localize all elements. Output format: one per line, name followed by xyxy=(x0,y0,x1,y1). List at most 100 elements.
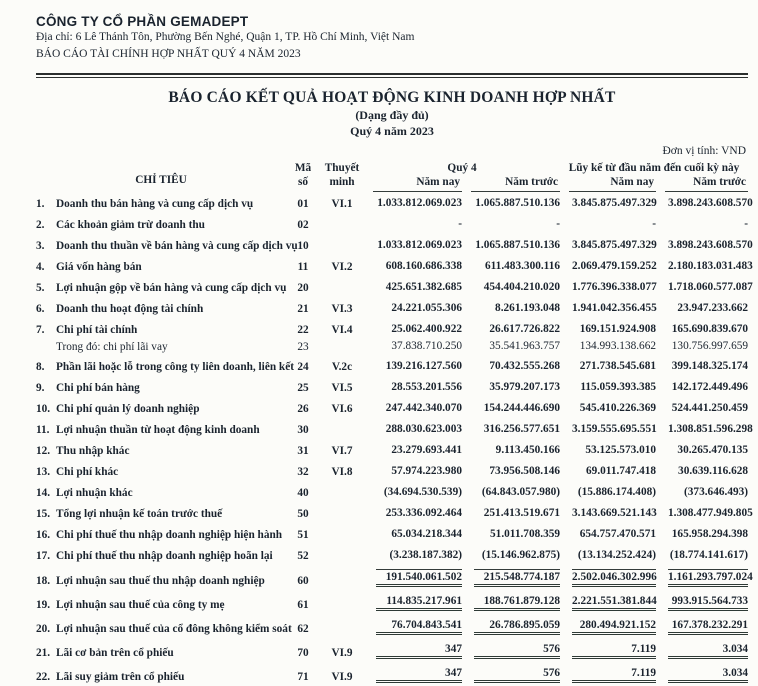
value-cell-ytd-now: 7.119 xyxy=(560,638,657,662)
row-label-cell: 1. Doanh thu bán hàng và cung cấp dịch vụ xyxy=(36,192,286,213)
row-label: Lãi cơ bản trên cổ phiếu xyxy=(56,646,174,659)
value-cell-ytd-prior: 130.756.997.659 xyxy=(656,339,748,355)
row-label: Trong đó: chi phí lãi vay xyxy=(56,340,168,353)
row-code: 62 xyxy=(297,622,309,635)
value-cell-ytd-now: 69.011.747.418 xyxy=(560,460,656,481)
row-note xyxy=(320,339,364,355)
row-value: (64.843.057.980) xyxy=(481,485,561,498)
row-label-cell: 6. Doanh thu hoạt động tài chính xyxy=(36,297,286,318)
row-note xyxy=(320,418,364,439)
value-cell-q4-now: 57.974.223.980 xyxy=(364,460,462,481)
header-q4-prior: Năm trước xyxy=(462,175,561,192)
value-cell-q4-now: 288.030.623.003 xyxy=(364,418,462,439)
row-value: 1.161.293.797.024 xyxy=(668,568,753,587)
row-label: Phần lãi hoặc lỗ trong công ty liên doan… xyxy=(56,360,294,373)
row-value: 2.180.183.031.483 xyxy=(668,259,753,272)
table-row: 5. Lợi nhuận gộp về bán hàng và cung cấp … xyxy=(36,276,753,297)
table-row: 11. Lợi nhuận thuần từ hoạt động kinh doa… xyxy=(36,418,753,439)
row-number: 22. xyxy=(36,670,51,683)
row-number: 20. xyxy=(36,622,51,635)
row-value: 425.651.382.685 xyxy=(385,280,462,293)
row-number: 8. xyxy=(36,360,45,373)
value-cell-q4-now: 1.033.812.069.023 xyxy=(364,234,462,255)
row-note xyxy=(320,590,364,614)
row-note: VI.5 xyxy=(331,381,353,394)
value-cell-q4-prior: 51.011.708.359 xyxy=(462,523,560,544)
row-label: Chi phí thuế thu nhập doanh nghiệp hiện … xyxy=(56,528,283,541)
row-value: 576 xyxy=(474,642,561,659)
row-value: 1.033.812.069.023 xyxy=(377,196,462,209)
row-code: 70 xyxy=(297,646,309,659)
value-cell-ytd-prior: 1.718.060.577.087 xyxy=(656,276,753,297)
header-ytd-prior: Năm trước xyxy=(656,175,749,192)
row-value: 25.062.400.922 xyxy=(391,322,462,335)
row-note: VI.1 xyxy=(331,197,353,210)
value-cell-q4-prior: 8.261.193.048 xyxy=(462,297,560,318)
header-code: Mã số xyxy=(286,159,320,192)
row-value: 3.159.555.695.551 xyxy=(572,422,657,435)
row-label-cell: 13. Chi phí khác xyxy=(36,460,286,481)
row-number: 2. xyxy=(36,218,45,231)
value-cell-q4-prior: 188.761.879.128 xyxy=(462,590,561,614)
row-value: 399.148.325.174 xyxy=(671,359,749,372)
value-cell-ytd-now: 3.143.669.521.143 xyxy=(560,502,657,523)
row-note: VI.9 xyxy=(331,670,353,683)
value-cell-ytd-prior: 399.148.325.174 xyxy=(656,355,748,376)
row-label: Chi phí tài chính xyxy=(56,323,138,336)
row-code: 71 xyxy=(297,670,309,683)
row-value: 3.845.875.497.329 xyxy=(572,196,657,209)
row-value: 169.151.924.908 xyxy=(579,322,657,335)
row-label: Lãi suy giảm trên cổ phiếu xyxy=(56,670,185,683)
value-cell-ytd-now: (15.886.174.408) xyxy=(560,481,656,502)
value-cell-ytd-prior: 3.034 xyxy=(656,638,749,662)
value-cell-ytd-prior: 1.161.293.797.024 xyxy=(656,565,753,590)
row-note: VI.2 xyxy=(331,260,353,273)
table-body: 1. Doanh thu bán hàng và cung cấp dịch vụ… xyxy=(36,192,753,686)
row-number: 6. xyxy=(36,302,45,315)
row-value: 611.483.300.116 xyxy=(485,259,561,272)
value-cell-ytd-prior: - xyxy=(656,213,748,234)
value-cell-ytd-now: 545.410.226.369 xyxy=(560,397,656,418)
row-label-cell: 20. Lợi nhuận sau thuế của cổ đông không … xyxy=(36,614,292,638)
value-cell-q4-now: 425.651.382.685 xyxy=(364,276,462,297)
value-cell-ytd-prior: 993.915.564.733 xyxy=(656,590,749,614)
value-cell-q4-now: 139.216.127.560 xyxy=(364,355,462,376)
value-cell-q4-prior: 73.956.508.146 xyxy=(462,460,560,481)
row-value: 1.033.812.069.023 xyxy=(377,238,462,251)
value-cell-ytd-prior: 3.034 xyxy=(656,662,749,686)
value-cell-ytd-now: 1.941.042.356.455 xyxy=(560,297,657,318)
value-cell-q4-prior: 251.413.519.671 xyxy=(462,502,560,523)
row-value: 2.502.046.302.996 xyxy=(572,568,657,587)
value-cell-q4-now: 114.835.217.961 xyxy=(364,590,462,614)
row-value: 347 xyxy=(376,642,462,659)
table-row: 16. Chi phí thuế thu nhập doanh nghiệp hi… xyxy=(36,523,748,544)
row-note xyxy=(320,213,364,234)
table-row: 21. Lãi cơ bản trên cổ phiếu 70 VI.9 347 576 7… xyxy=(36,638,749,662)
row-value: 154.244.446.690 xyxy=(483,401,561,414)
row-value: 9.113.450.166 xyxy=(495,443,561,456)
row-note xyxy=(320,502,364,523)
row-value: - xyxy=(744,217,749,230)
row-value: 57.974.223.980 xyxy=(391,464,462,477)
value-cell-ytd-prior: 524.441.250.459 xyxy=(656,397,748,418)
value-cell-q4-now: 347 xyxy=(364,662,462,686)
row-code: 02 xyxy=(297,218,309,231)
row-value: - xyxy=(652,217,657,230)
row-code: 40 xyxy=(297,486,309,499)
value-cell-q4-now: 253.336.092.464 xyxy=(364,502,462,523)
row-note xyxy=(320,544,364,565)
header-notes-line1: Thuyết xyxy=(324,161,360,174)
row-number: 12. xyxy=(36,444,51,457)
row-label-cell: 9. Chi phí bán hàng xyxy=(36,376,286,397)
row-number: 9. xyxy=(36,381,45,394)
row-note: VI.7 xyxy=(331,444,353,457)
value-cell-ytd-now: 280.494.921.152 xyxy=(560,614,657,638)
value-cell-q4-prior: 1.065.887.510.136 xyxy=(462,234,560,255)
row-value: 37.838.710.250 xyxy=(391,339,462,352)
row-value: 2.221.551.381.844 xyxy=(572,594,657,611)
row-value: 993.915.564.733 xyxy=(668,594,749,611)
value-cell-q4-prior: - xyxy=(462,213,560,234)
report-line: BÁO CÁO TÀI CHÍNH HỢP NHẤT QUÝ 4 NĂM 202… xyxy=(36,48,301,61)
row-code: 32 xyxy=(297,465,309,478)
row-label-cell: 15. Tổng lợi nhuận kế toán trước thuế xyxy=(36,502,286,523)
